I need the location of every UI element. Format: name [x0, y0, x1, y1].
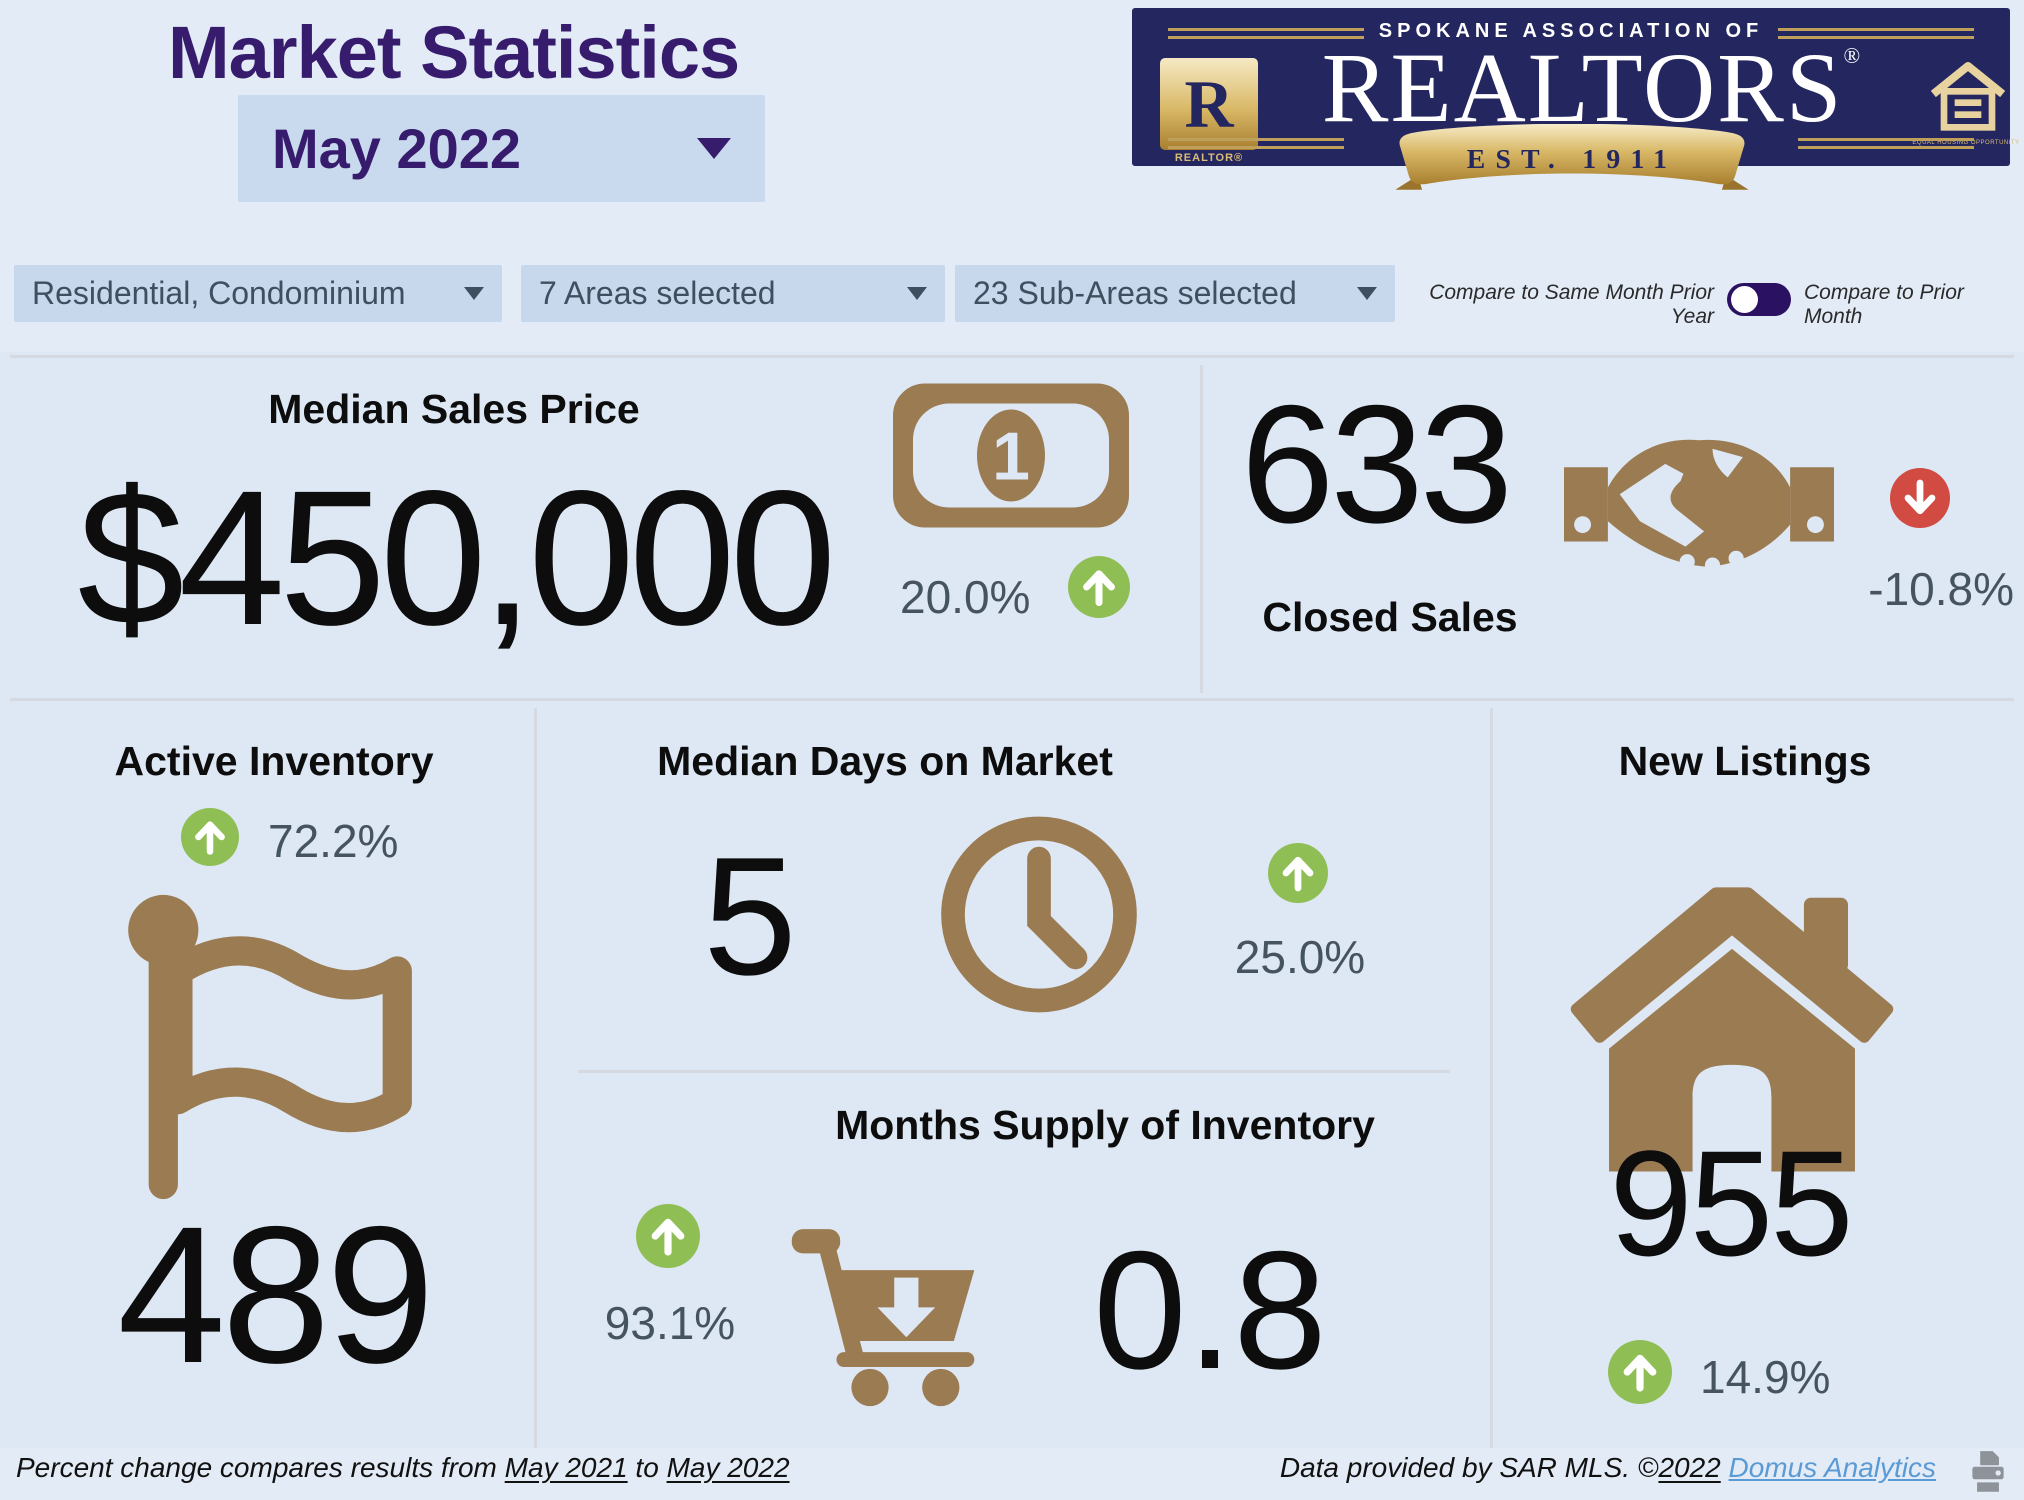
chevron-down-icon [464, 287, 484, 300]
median-days-value: 5 [703, 822, 797, 1010]
house-icon [1570, 887, 1894, 1172]
clock-icon [941, 816, 1137, 1013]
printer-icon[interactable] [1963, 1448, 2013, 1498]
divider [10, 355, 2014, 358]
divider [534, 708, 537, 1448]
arrow-up-circle-icon [181, 808, 239, 866]
flag-icon [128, 894, 412, 1200]
logo-wordmark: REALTORS® [1321, 32, 1863, 143]
new-listings-change: 14.9% [1700, 1351, 1831, 1403]
compare-prior-month-label: Compare to Prior Month [1804, 281, 1964, 328]
equal-housing-label: EQUAL HOUSING OPPORTUNITY [1912, 140, 2020, 146]
median-sales-price-label: Median Sales Price [268, 386, 640, 432]
divider [578, 1070, 1450, 1073]
cart-arrow-down-icon [791, 1229, 975, 1407]
months-supply-change: 93.1% [604, 1297, 736, 1349]
active-inventory-value: 489 [117, 1186, 434, 1404]
months-supply-value: 0.8 [1093, 1216, 1327, 1404]
divider [1490, 708, 1493, 1448]
median-sales-price-change: 20.0% [900, 571, 1031, 623]
median-days-label: Median Days on Market [657, 738, 1113, 784]
active-inventory-change: 72.2% [268, 815, 399, 867]
chevron-down-icon [697, 138, 731, 159]
arrow-up-circle-icon [636, 1204, 700, 1268]
sub-areas-dropdown[interactable]: 23 Sub-Areas selected [955, 265, 1395, 322]
compare-toggle[interactable] [1727, 283, 1791, 316]
dollar-bill-icon: 1 [893, 383, 1129, 528]
compare-prior-year-label: Compare to Same Month Prior Year [1429, 281, 1714, 328]
arrow-up-circle-icon [1268, 843, 1328, 903]
areas-dropdown[interactable]: 7 Areas selected [521, 265, 945, 322]
property-type-dropdown[interactable]: Residential, Condominium [14, 265, 502, 322]
median-sales-price-value: $450,000 [77, 450, 837, 665]
sub-areas-value: 23 Sub-Areas selected [973, 275, 1297, 311]
new-listings-value: 955 [1609, 1119, 1853, 1287]
closed-sales-label: Closed Sales [1262, 594, 1518, 640]
divider [1200, 365, 1203, 693]
credit-year: 2022 [1658, 1452, 1721, 1483]
arrow-down-circle-icon [1890, 468, 1950, 528]
closed-sales-value: 633 [1240, 370, 1513, 558]
footer-credit: Data provided by SAR MLS. ©2022 Domus An… [1279, 1452, 1936, 1483]
realtor-r-label: REALTOR® [1174, 152, 1244, 164]
arrow-up-circle-icon [1608, 1340, 1672, 1404]
realtor-r-icon: R [1160, 58, 1258, 150]
property-type-value: Residential, Condominium [32, 275, 406, 311]
month-dropdown-value: May 2022 [272, 117, 522, 180]
svg-text:1: 1 [992, 419, 1030, 495]
equal-housing-icon [1930, 62, 2006, 131]
toggle-knob [1731, 286, 1758, 313]
areas-value: 7 Areas selected [539, 275, 776, 311]
footer-comparison-note: Percent change compares results from May… [16, 1452, 790, 1483]
svg-text:EST. 1911: EST. 1911 [1467, 143, 1678, 174]
months-supply-label: Months Supply of Inventory [835, 1102, 1375, 1148]
handshake-icon [1564, 439, 1834, 573]
sar-logo: SPOKANE ASSOCIATION OF REALTORS® R REALT… [1132, 8, 2019, 200]
chevron-down-icon [1357, 287, 1377, 300]
divider [10, 698, 2014, 701]
arrow-up-circle-icon [1068, 556, 1130, 618]
closed-sales-change: -10.8% [1868, 563, 2014, 615]
footer-from-date: May 2021 [504, 1452, 628, 1483]
page-title: Market Statistics [168, 11, 740, 94]
new-listings-label: New Listings [1618, 738, 1872, 784]
active-inventory-label: Active Inventory [114, 738, 434, 784]
est-1911-ribbon: EST. 1911 [1395, 124, 1749, 190]
logo-association-text: SPOKANE ASSOCIATION OF [1378, 20, 1764, 42]
median-days-change: 25.0% [1234, 931, 1366, 983]
footer-to-date: May 2022 [666, 1452, 790, 1483]
domus-analytics-link[interactable]: Domus Analytics [1728, 1452, 1936, 1483]
chevron-down-icon [907, 287, 927, 300]
month-dropdown[interactable]: May 2022 [238, 95, 765, 202]
